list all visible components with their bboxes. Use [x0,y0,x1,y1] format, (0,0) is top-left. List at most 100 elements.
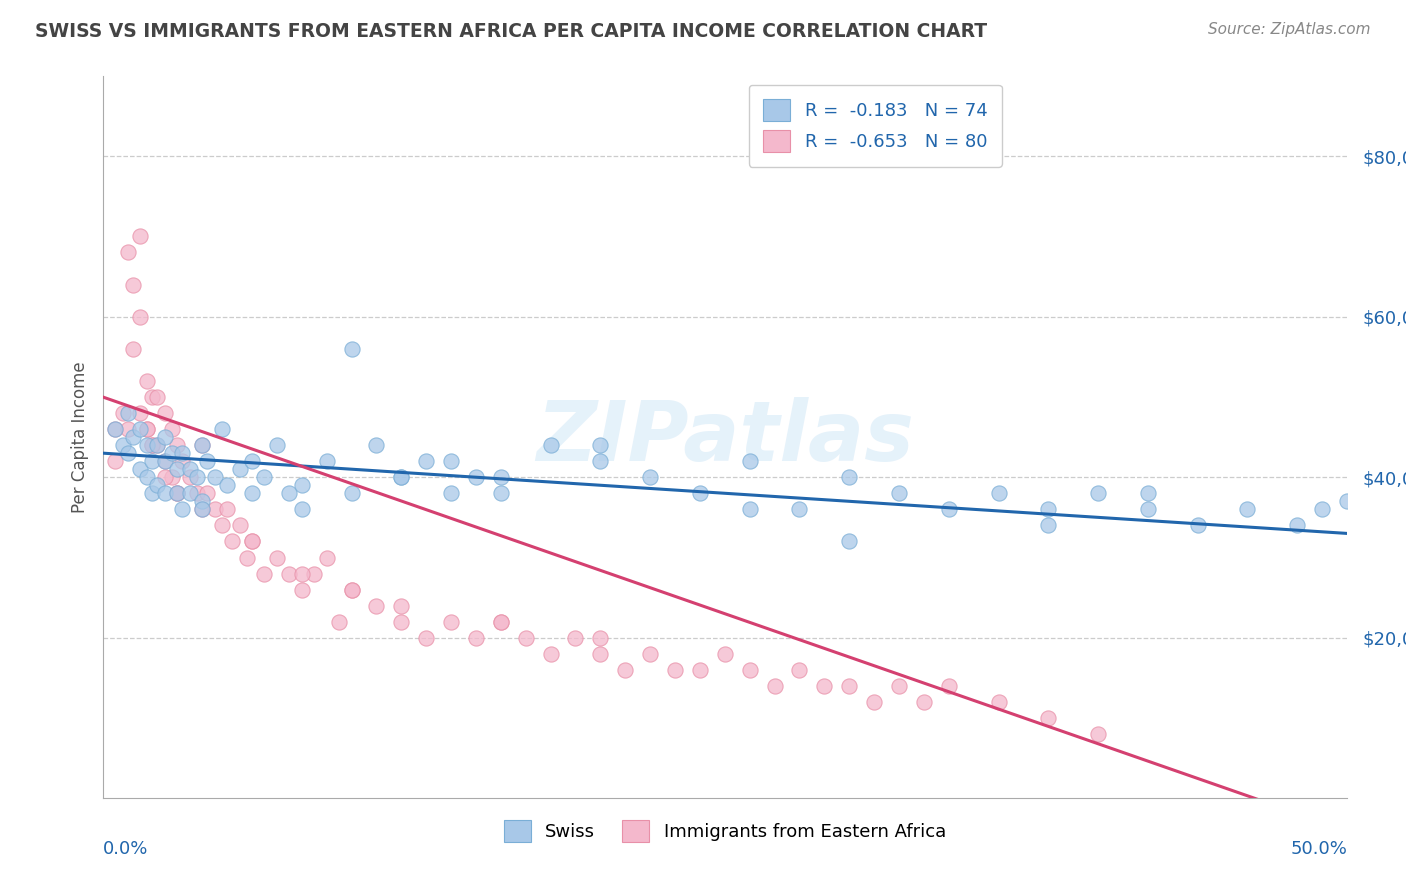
Point [464,631,486,645]
Point [738,502,761,516]
Point [117,406,139,420]
Point [240,534,263,549]
Legend: Swiss, Immigrants from Eastern Africa: Swiss, Immigrants from Eastern Africa [495,811,955,851]
Point [440,454,463,468]
Point [1038,502,1060,516]
Point [111,438,134,452]
Point [136,374,159,388]
Point [340,582,363,597]
Point [340,582,363,597]
Point [266,550,288,565]
Point [166,438,188,452]
Point [1087,727,1109,741]
Point [136,422,159,436]
Point [813,679,835,693]
Point [1286,518,1309,533]
Point [186,486,208,500]
Point [117,422,139,436]
Point [266,438,288,452]
Point [153,454,176,468]
Point [440,615,463,629]
Point [789,663,811,677]
Point [146,478,169,492]
Point [129,422,152,436]
Point [211,518,233,533]
Point [236,550,259,565]
Point [1236,502,1258,516]
Point [763,679,786,693]
Point [340,486,363,500]
Point [228,462,250,476]
Point [179,486,201,500]
Point [104,422,127,436]
Point [191,502,214,516]
Point [166,462,188,476]
Point [1310,502,1333,516]
Point [162,470,184,484]
Point [166,486,188,500]
Point [117,245,139,260]
Point [415,631,437,645]
Point [515,631,537,645]
Point [912,695,935,709]
Point [191,438,214,452]
Point [838,470,860,484]
Point [129,406,152,420]
Point [738,454,761,468]
Point [589,647,612,661]
Text: 50.0%: 50.0% [1291,840,1347,858]
Point [240,486,263,500]
Point [540,438,562,452]
Point [366,438,388,452]
Point [938,502,960,516]
Point [302,566,325,581]
Point [315,550,337,565]
Point [440,486,463,500]
Point [204,502,226,516]
Point [153,430,176,444]
Point [221,534,243,549]
Text: SWISS VS IMMIGRANTS FROM EASTERN AFRICA PER CAPITA INCOME CORRELATION CHART: SWISS VS IMMIGRANTS FROM EASTERN AFRICA … [35,22,987,41]
Point [129,462,152,476]
Point [389,470,412,484]
Point [278,566,301,581]
Y-axis label: Per Capita Income: Per Capita Income [70,361,89,513]
Point [104,422,127,436]
Point [172,446,194,460]
Point [589,454,612,468]
Point [638,470,661,484]
Point [172,454,194,468]
Point [191,502,214,516]
Point [540,647,562,661]
Point [838,534,860,549]
Point [738,663,761,677]
Point [614,663,637,677]
Point [204,470,226,484]
Point [162,446,184,460]
Point [136,422,159,436]
Point [217,502,239,516]
Point [315,454,337,468]
Point [1136,502,1159,516]
Point [589,631,612,645]
Point [564,631,586,645]
Point [1336,494,1358,508]
Point [129,229,152,244]
Point [689,486,711,500]
Point [146,438,169,452]
Point [887,679,910,693]
Point [141,438,163,452]
Point [253,566,276,581]
Point [141,390,163,404]
Point [291,478,314,492]
Point [166,486,188,500]
Point [389,615,412,629]
Point [217,478,239,492]
Text: 0.0%: 0.0% [103,840,148,858]
Point [987,486,1010,500]
Point [638,647,661,661]
Point [136,438,159,452]
Point [714,647,737,661]
Point [291,566,314,581]
Point [121,277,143,292]
